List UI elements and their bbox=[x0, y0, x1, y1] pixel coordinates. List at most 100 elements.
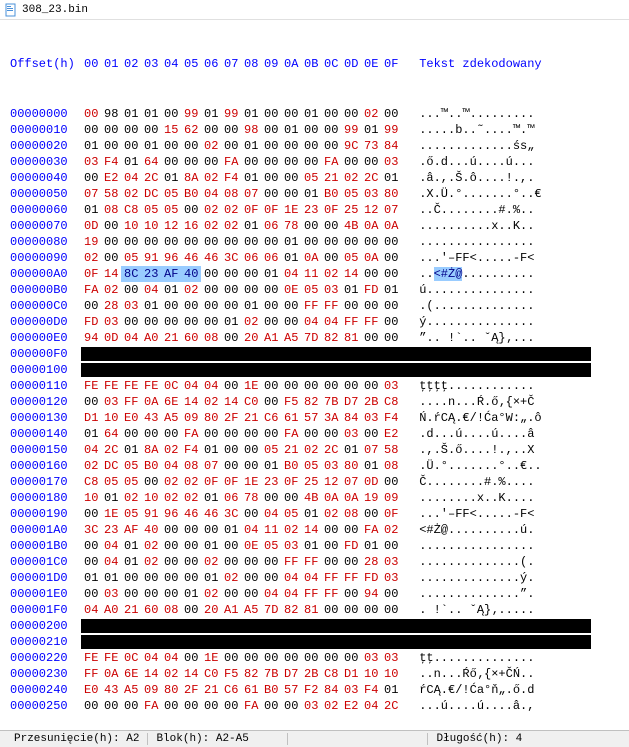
hex-byte[interactable]: 00 bbox=[221, 234, 241, 250]
decoded-text[interactable]: ...'–FF<.....-F< bbox=[419, 250, 534, 266]
hex-row[interactable]: 000001F0 04A02160080020A1A57D82810000000… bbox=[10, 602, 619, 618]
hex-byte[interactable]: 00 bbox=[241, 282, 261, 298]
decoded-text[interactable]: ................ bbox=[419, 234, 534, 250]
hex-byte[interactable]: 00 bbox=[381, 234, 401, 250]
decoded-text[interactable]: ...™..™......... bbox=[419, 106, 534, 122]
hex-row[interactable]: 00000110 FEFEFEFE0C0404001E0000000000000… bbox=[10, 378, 619, 394]
hex-byte[interactable]: 09 bbox=[141, 682, 161, 698]
hex-byte[interactable]: 01 bbox=[281, 234, 301, 250]
hex-byte[interactable]: 05 bbox=[101, 474, 121, 490]
hex-byte[interactable]: 00 bbox=[261, 570, 281, 586]
decoded-text[interactable]: Ń.ŕCĄ.€/!Ća°W:„.ô bbox=[419, 410, 541, 426]
hex-byte[interactable]: 01 bbox=[81, 426, 101, 442]
hex-byte[interactable]: 02 bbox=[181, 490, 201, 506]
hex-byte[interactable]: 01 bbox=[301, 538, 321, 554]
hex-byte[interactable]: 01 bbox=[81, 570, 101, 586]
hex-row[interactable]: 00000040 00E2042C018A02F40100000521022C0… bbox=[10, 170, 619, 186]
hex-byte[interactable]: 4B bbox=[301, 490, 321, 506]
hex-byte[interactable]: F5 bbox=[281, 394, 301, 410]
hex-byte[interactable]: 00 bbox=[361, 506, 381, 522]
hex-byte[interactable]: 60 bbox=[181, 330, 201, 346]
hex-byte[interactable]: 02 bbox=[301, 442, 321, 458]
hex-byte[interactable]: 02 bbox=[161, 474, 181, 490]
hex-byte[interactable]: 00 bbox=[261, 186, 281, 202]
hex-byte[interactable]: 94 bbox=[81, 330, 101, 346]
hex-byte[interactable]: 03 bbox=[361, 410, 381, 426]
hex-byte[interactable]: 00 bbox=[101, 250, 121, 266]
hex-byte[interactable]: 16 bbox=[181, 218, 201, 234]
hex-byte[interactable]: 00 bbox=[81, 298, 101, 314]
hex-row[interactable]: 000000E0 940D04A02160080020A1A57D8281000… bbox=[10, 330, 619, 346]
hex-byte[interactable]: 01 bbox=[161, 282, 181, 298]
hex-byte[interactable]: 00 bbox=[281, 106, 301, 122]
hex-byte[interactable]: 00 bbox=[221, 266, 241, 282]
hex-view[interactable]: Offset(h) 000102030405060708090A0B0C0D0E… bbox=[0, 20, 629, 730]
hex-byte[interactable]: 0F bbox=[81, 266, 101, 282]
hex-byte[interactable]: 01 bbox=[341, 282, 361, 298]
hex-byte[interactable]: 00 bbox=[161, 522, 181, 538]
hex-byte[interactable]: 08 bbox=[221, 186, 241, 202]
hex-row[interactable]: 000000D0 FD030000000000010200000404FFFF0… bbox=[10, 314, 619, 330]
decoded-text[interactable]: ..........x..K.. bbox=[419, 218, 534, 234]
hex-byte[interactable]: 12 bbox=[361, 202, 381, 218]
hex-byte[interactable]: 00 bbox=[381, 298, 401, 314]
hex-byte[interactable]: 00 bbox=[261, 282, 281, 298]
hex-byte[interactable]: F4 bbox=[181, 442, 201, 458]
hex-byte[interactable]: 2C bbox=[321, 442, 341, 458]
hex-byte[interactable]: 43 bbox=[101, 682, 121, 698]
hex-byte[interactable]: 14 bbox=[101, 266, 121, 282]
hex-byte[interactable]: 8A bbox=[141, 442, 161, 458]
hex-byte[interactable]: 00 bbox=[161, 426, 181, 442]
hex-byte[interactable]: 03 bbox=[341, 426, 361, 442]
hex-byte[interactable]: 04 bbox=[101, 554, 121, 570]
hex-byte[interactable]: 03 bbox=[321, 282, 341, 298]
hex-byte[interactable]: 0E bbox=[281, 282, 301, 298]
hex-byte[interactable]: 01 bbox=[261, 266, 281, 282]
hex-row[interactable]: 00000090 020005919646463C0606010A00050A0… bbox=[10, 250, 619, 266]
hex-byte[interactable]: 21 bbox=[321, 170, 341, 186]
hex-byte[interactable]: 00 bbox=[361, 154, 381, 170]
hex-byte[interactable]: 00 bbox=[261, 106, 281, 122]
hex-byte[interactable]: FF bbox=[301, 586, 321, 602]
hex-byte[interactable]: 0A bbox=[361, 218, 381, 234]
hex-byte[interactable]: 4B bbox=[341, 218, 361, 234]
hex-byte[interactable]: 01 bbox=[361, 122, 381, 138]
hex-byte[interactable]: 04 bbox=[301, 314, 321, 330]
hex-byte[interactable]: 21 bbox=[241, 410, 261, 426]
hex-byte[interactable]: 0A bbox=[141, 394, 161, 410]
hex-byte[interactable]: 02 bbox=[101, 282, 121, 298]
hex-byte[interactable]: 21 bbox=[121, 602, 141, 618]
decoded-text[interactable]: ..n...Ŕő‚{×+ČŃ.. bbox=[419, 666, 534, 682]
hex-byte[interactable]: 01 bbox=[121, 106, 141, 122]
hex-byte[interactable]: 08 bbox=[381, 458, 401, 474]
hex-byte[interactable]: 01 bbox=[141, 138, 161, 154]
hex-byte[interactable]: FE bbox=[141, 378, 161, 394]
hex-byte[interactable]: FF bbox=[321, 570, 341, 586]
hex-byte[interactable]: 8C bbox=[121, 266, 141, 282]
hex-byte[interactable]: 00 bbox=[241, 442, 261, 458]
hex-byte[interactable]: FA bbox=[321, 154, 341, 170]
hex-byte[interactable]: 00 bbox=[161, 314, 181, 330]
hex-byte[interactable]: 02 bbox=[221, 218, 241, 234]
hex-byte[interactable]: 04 bbox=[261, 506, 281, 522]
hex-byte[interactable]: 61 bbox=[241, 682, 261, 698]
hex-byte[interactable]: 64 bbox=[141, 154, 161, 170]
hex-byte[interactable]: 00 bbox=[141, 586, 161, 602]
hex-byte[interactable]: 00 bbox=[321, 522, 341, 538]
decoded-text[interactable]: .X.Ü.°.......°..€ bbox=[419, 186, 541, 202]
hex-byte[interactable]: 01 bbox=[301, 506, 321, 522]
hex-byte[interactable]: 00 bbox=[281, 650, 301, 666]
hex-byte[interactable]: 00 bbox=[81, 586, 101, 602]
hex-byte[interactable]: 04 bbox=[361, 698, 381, 714]
hex-row[interactable]: 00000150 042C018A02F40100000521022C01075… bbox=[10, 442, 619, 458]
hex-row[interactable]: 000000C0 0028030100000000010000FFFF00000… bbox=[10, 298, 619, 314]
hex-byte[interactable]: 82 bbox=[321, 330, 341, 346]
hex-byte[interactable]: 00 bbox=[241, 234, 261, 250]
hex-byte[interactable]: 00 bbox=[241, 458, 261, 474]
hex-row[interactable]: 00000210 bbox=[10, 634, 619, 650]
hex-byte[interactable]: 7B bbox=[261, 666, 281, 682]
hex-byte[interactable]: 00 bbox=[181, 234, 201, 250]
hex-byte[interactable]: 05 bbox=[161, 202, 181, 218]
hex-byte[interactable]: 84 bbox=[381, 138, 401, 154]
hex-byte[interactable]: 01 bbox=[241, 298, 261, 314]
